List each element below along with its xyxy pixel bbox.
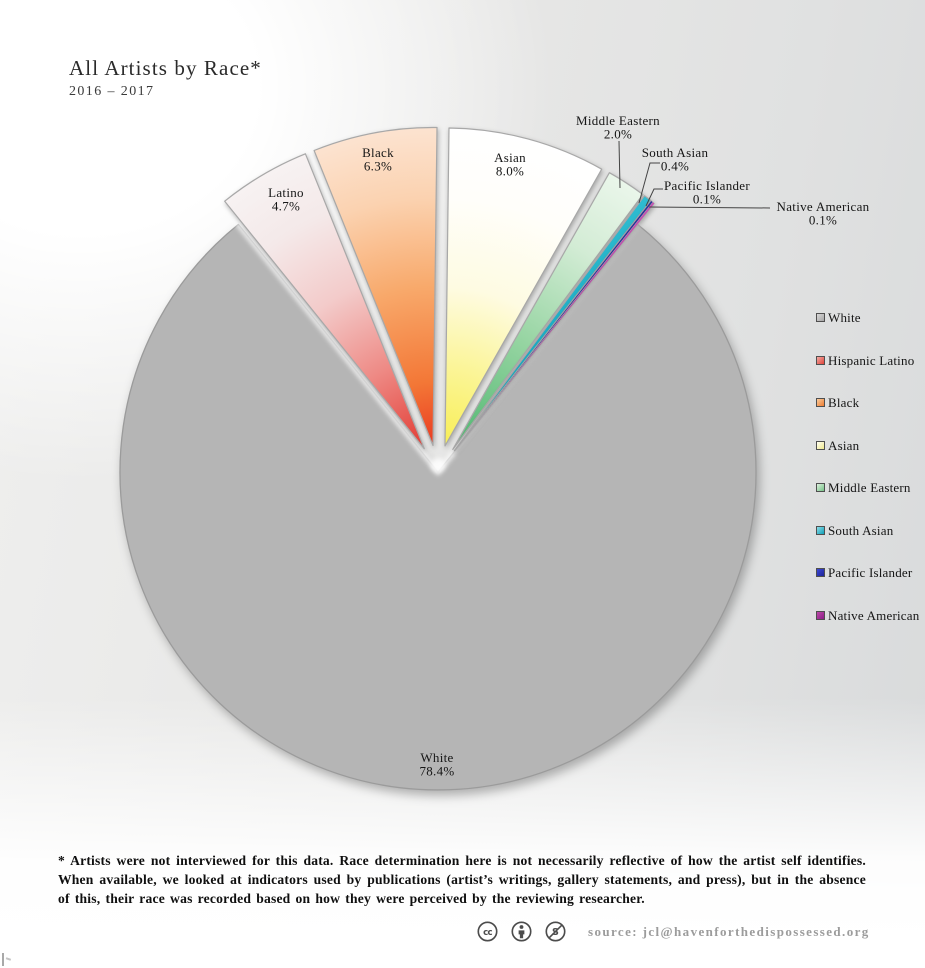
legend-swatch-white <box>816 313 825 322</box>
pie-slice-middle-eastern <box>452 172 644 450</box>
source-text: source: jcl@havenforthedispossessed.org <box>588 923 870 939</box>
slice-label-latino: Latino <box>268 185 304 200</box>
slice-label-black: Black <box>362 145 394 160</box>
legend-item-south-asian: South Asian <box>816 523 919 541</box>
slice-label-middle-eastern: Middle Eastern <box>576 113 660 128</box>
slice-pct-black: 6.3% <box>364 159 392 174</box>
slice-label-native-american: Native American <box>777 199 870 214</box>
legend-label-middle-eastern: Middle Eastern <box>828 480 911 495</box>
legend-label-native-american: Native American <box>828 607 920 623</box>
slice-pct-middle-eastern: 2.0% <box>604 127 632 142</box>
slice-pct-white: 78.4% <box>419 764 454 779</box>
leader-line-south-asian <box>638 162 660 204</box>
legend-label-black: Black <box>828 395 860 410</box>
footer: cc S source: jcl@havenforthedispossessed… <box>476 920 870 943</box>
title-block: All Artists by Race* 2016 – 2017 <box>69 56 262 100</box>
svg-text:cc: cc <box>483 928 492 938</box>
legend-item-middle-eastern: Middle Eastern <box>816 480 919 498</box>
legend-item-black: Black <box>816 395 919 413</box>
legend-swatch-middle-eastern <box>816 483 825 492</box>
leader-line-middle-eastern <box>618 140 621 189</box>
slice-pct-native-american: 0.1% <box>809 213 837 228</box>
svg-text:S: S <box>552 927 559 938</box>
legend-item-native-american: Native American <box>816 608 919 626</box>
pie-slice-black <box>313 126 438 447</box>
pie-slice-asian <box>444 127 603 447</box>
footnote: * Artists were not interviewed for this … <box>58 853 866 907</box>
slice-label-asian: Asian <box>494 150 526 165</box>
leader-line-native-american <box>648 206 771 209</box>
slice-pct-asian: 8.0% <box>496 164 524 179</box>
notch-vertex-glow <box>431 458 445 472</box>
pie-slice-south-asian <box>453 195 652 452</box>
legend-item-pacific-islander: Pacific Islander <box>816 565 919 583</box>
slice-label-pacific-islander: Pacific Islander <box>664 178 750 193</box>
legend-swatch-asian <box>816 440 825 450</box>
page-title: All Artists by Race* <box>69 56 262 80</box>
legend-item-white: White <box>816 310 919 328</box>
legend-swatch-black <box>816 398 825 407</box>
pie-slice-native-american <box>454 201 655 452</box>
pie-slice-white <box>119 223 757 791</box>
chart-legend: White Hispanic Latino Black Asian Middle Eas… <box>816 310 919 650</box>
legend-label-hispanic-latino: Hispanic Latino <box>828 352 915 368</box>
legend-swatch-native-american <box>816 610 825 620</box>
legend-label-south-asian: South Asian <box>828 522 894 538</box>
cc-icon: cc <box>477 921 498 942</box>
slice-label-south-asian: South Asian <box>642 145 709 160</box>
leader-line-pacific-islander <box>645 188 663 207</box>
legend-swatch-pacific-islander <box>816 568 825 577</box>
scan-artifact <box>2 953 4 966</box>
legend-item-asian: Asian <box>816 438 919 456</box>
cc-noncommercial-icon: S <box>545 921 566 942</box>
page-subtitle: 2016 – 2017 <box>69 84 155 99</box>
pie-slice-latino <box>224 153 425 450</box>
legend-swatch-hispanic-latino <box>816 355 825 365</box>
slice-pct-south-asian: 0.4% <box>661 159 689 174</box>
slice-label-white: White <box>420 750 453 765</box>
legend-label-asian: Asian <box>828 437 860 453</box>
cc-attribution-icon <box>511 921 532 942</box>
legend-label-white: White <box>828 310 861 325</box>
slice-pct-latino: 4.7% <box>272 199 300 214</box>
legend-swatch-south-asian <box>816 525 825 535</box>
slice-pct-pacific-islander: 0.1% <box>693 192 721 207</box>
legend-item-hispanic-latino: Hispanic Latino <box>816 353 919 371</box>
legend-label-pacific-islander: Pacific Islander <box>828 565 913 580</box>
